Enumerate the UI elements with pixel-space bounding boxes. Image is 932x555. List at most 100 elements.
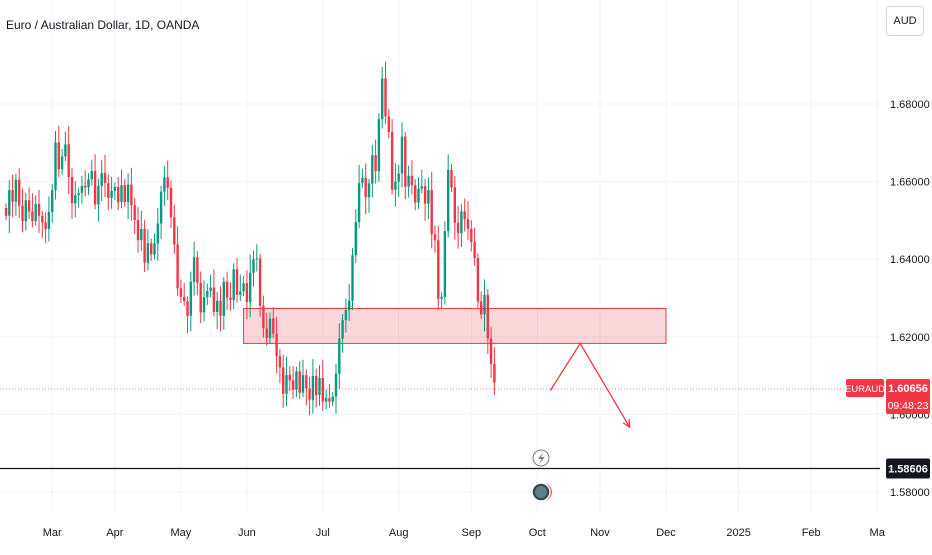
candle-body: [381, 78, 384, 120]
candle-body: [394, 181, 397, 190]
candle-body: [183, 296, 186, 302]
price-tag: [886, 378, 930, 414]
candle-body: [225, 281, 229, 298]
candle-body: [265, 328, 268, 338]
candle-body: [136, 220, 140, 241]
price-tag-text: 1.60656: [888, 383, 928, 395]
candle-body: [57, 142, 60, 170]
candle-body: [196, 257, 199, 283]
support-zone[interactable]: [243, 307, 667, 344]
candle-body: [447, 169, 450, 232]
candle-body: [74, 195, 77, 204]
candle-body: [275, 333, 278, 357]
hline-tag: [886, 458, 930, 479]
candle-body: [410, 175, 414, 186]
candle-body: [305, 375, 308, 389]
candle-body: [229, 297, 232, 300]
x-tick-label: Apr: [106, 527, 123, 539]
candle-body: [212, 287, 216, 312]
candle-body: [318, 377, 321, 395]
candle-body: [328, 398, 331, 402]
x-tick-label: Oct: [529, 527, 546, 539]
candle-body: [100, 173, 103, 186]
candle-body: [308, 388, 311, 400]
candle-body: [126, 184, 130, 203]
symbol-tag-text: EURAUD: [845, 384, 885, 395]
candle-body: [282, 367, 285, 394]
candle-body: [156, 223, 159, 244]
candle-body: [470, 228, 473, 243]
candle-body: [169, 187, 173, 218]
x-tick-label: Dec: [656, 527, 676, 539]
candle-body: [133, 205, 136, 221]
candle-body: [453, 187, 456, 223]
candle-body: [34, 204, 37, 222]
x-axis[interactable]: Mar Apr May Jun Jul Aug Sep Oct Nov Dec 2025 Feb Ma: [43, 527, 886, 539]
candle-body: [351, 255, 354, 301]
candle-body: [27, 200, 31, 212]
candle-body: [179, 288, 183, 297]
y-axis[interactable]: 1.680001.660001.640001.620001.600001.580…: [890, 99, 930, 499]
projection-path: [549, 342, 631, 428]
candle-body: [176, 244, 179, 289]
candle-body: [216, 300, 219, 312]
candle-body: [143, 228, 146, 263]
candle-body: [60, 156, 64, 170]
candle-body: [222, 281, 225, 316]
x-tick-label: Sep: [462, 527, 482, 539]
candle-body: [285, 374, 288, 394]
x-tick-label: Feb: [802, 527, 821, 539]
candle-body: [354, 221, 357, 256]
candle-body: [374, 155, 377, 172]
candle-body: [159, 191, 163, 224]
hline-tag-text: 1.58606: [888, 463, 928, 475]
candle-body: [117, 187, 120, 203]
candle-body: [258, 258, 262, 306]
candle-body: [473, 242, 476, 259]
candle-body: [249, 272, 252, 302]
candle-body: [24, 200, 27, 222]
arrow-head: [622, 419, 631, 429]
event-markers[interactable]: [531, 449, 552, 502]
candle-body: [430, 190, 433, 235]
chart-title: Euro / Australian Dollar, 1D, OANDA: [6, 18, 200, 32]
dividend-icon: [535, 486, 547, 498]
candle-body: [387, 116, 390, 132]
candle-body: [407, 175, 410, 187]
candle-body: [166, 177, 169, 188]
candle-body: [80, 185, 84, 193]
candle-body: [483, 294, 486, 315]
x-tick-label: Jul: [316, 527, 330, 539]
candle-body: [87, 179, 90, 188]
candle-body: [493, 363, 496, 383]
candle-body: [192, 257, 196, 282]
price-lines: [0, 388, 880, 470]
candle-body: [315, 375, 318, 395]
currency-badge[interactable]: AUD: [886, 6, 924, 36]
candle-body: [199, 282, 202, 313]
candle-body: [417, 188, 420, 203]
candle-body: [54, 142, 57, 191]
candle-body: [278, 356, 282, 368]
candle-body: [489, 338, 493, 364]
candle-body: [107, 183, 110, 198]
x-tick-label: Mar: [43, 527, 62, 539]
y-tick-label: 1.68000: [890, 99, 930, 111]
candle-body: [361, 177, 364, 184]
candle-body: [364, 177, 367, 198]
candle-body: [466, 219, 470, 229]
projection-arrow[interactable]: [549, 342, 631, 429]
candle-body: [344, 310, 348, 321]
candle-body: [397, 173, 400, 182]
candle-body: [163, 177, 166, 192]
candle-body: [476, 258, 480, 302]
candle-body: [252, 259, 255, 273]
candle-body: [460, 211, 463, 234]
candle-body: [150, 243, 153, 255]
zone-rect: [243, 307, 667, 344]
candle-body: [437, 240, 440, 299]
candle-body: [173, 217, 176, 245]
x-tick-label: Nov: [590, 527, 610, 539]
candle-body: [443, 231, 447, 297]
